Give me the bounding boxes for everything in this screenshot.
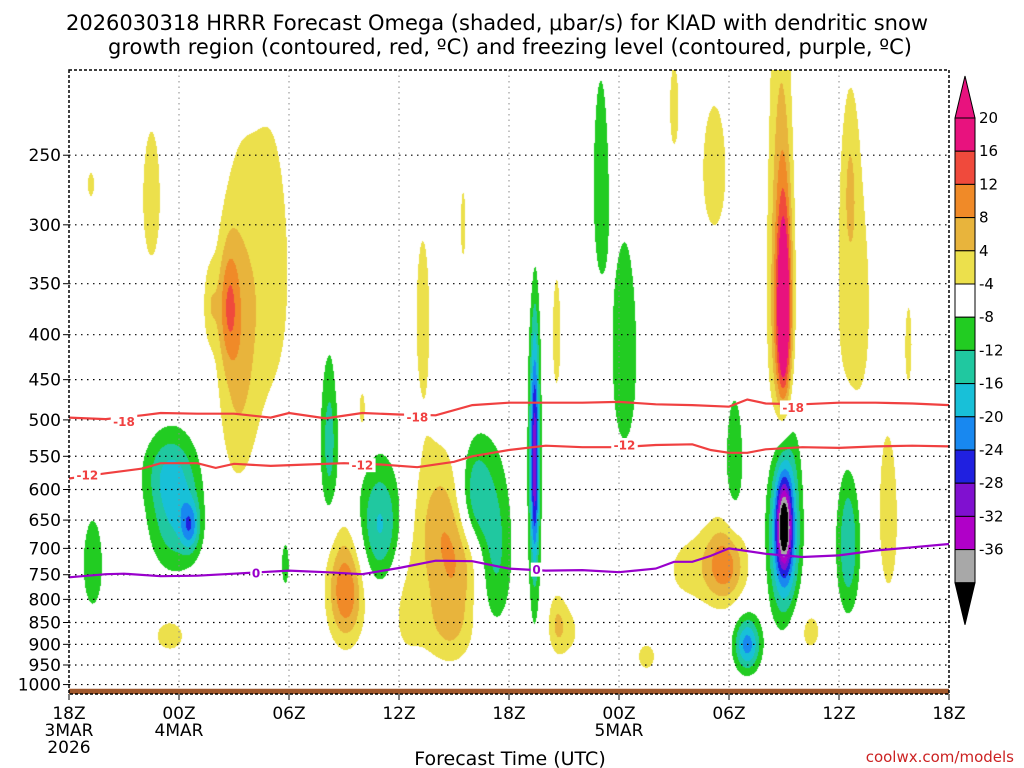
colorbar-swatch xyxy=(954,183,976,219)
colorbar-tick-label: 4 xyxy=(979,242,989,260)
dgz-minus-18-label: -18 xyxy=(406,410,428,424)
colorbar-tick-label: -16 xyxy=(979,375,1004,393)
x-tick-label: 06Z xyxy=(272,704,305,724)
colorbar-swatch xyxy=(954,449,976,484)
x-tick-label: 18Z xyxy=(52,704,85,724)
freezing-level-0-label-bg xyxy=(250,566,262,581)
dgz-minus-12-line xyxy=(69,443,949,480)
y-tick-label: 800 xyxy=(29,590,61,610)
colorbar-tick-label: -8 xyxy=(979,308,994,326)
colorbar-tick-label: 8 xyxy=(979,209,989,227)
x-tick-label: 4MAR xyxy=(155,721,204,741)
colorbar-tick-label: -12 xyxy=(979,341,1004,359)
colorbar-tick-label: -36 xyxy=(979,541,1004,559)
x-tick-label: 12Z xyxy=(382,704,415,724)
credit-text: coolwx.com/models xyxy=(866,748,1014,766)
colorbar-tick-label: 20 xyxy=(979,109,998,127)
dgz-minus-12-label-bg xyxy=(74,468,101,483)
y-tick-label: 900 xyxy=(29,635,61,655)
dgz-minus-18-label-bg xyxy=(779,400,807,415)
colorbar-swatch xyxy=(954,150,976,185)
dgz-minus-12-label-bg xyxy=(349,458,376,473)
colorbar-tick-label: -28 xyxy=(979,474,1004,492)
x-tick-label: 3MAR xyxy=(45,721,94,741)
colorbar-tick-label: -32 xyxy=(979,507,1004,525)
colorbar-swatch xyxy=(954,316,976,351)
x-tick-label: 18Z xyxy=(492,704,525,724)
y-tick-label: 350 xyxy=(29,275,61,295)
x-tick-label: 00Z xyxy=(162,704,195,724)
colorbar-swatch xyxy=(954,117,976,152)
colorbar-top-arrow xyxy=(954,75,976,119)
colorbar-swatch xyxy=(954,217,976,252)
gridlines xyxy=(69,70,949,694)
y-tick-label: 500 xyxy=(29,411,61,431)
dgz-minus-18-label-bg xyxy=(110,414,138,429)
y-tick-label: 450 xyxy=(29,371,61,391)
x-tick-label: 00Z xyxy=(602,704,635,724)
y-tick-label: 250 xyxy=(29,146,61,166)
colorbar-tick-label: 16 xyxy=(979,142,998,160)
x-tick-label: 5MAR xyxy=(595,721,644,741)
chart-title-line-1: 2026030318 HRRR Forecast Omega (shaded, … xyxy=(66,11,928,35)
colorbar-tick-label: 12 xyxy=(979,175,998,193)
contours: -18 -18 -18 -12 -12 -12 0 0 xyxy=(69,398,949,581)
colorbar-swatch xyxy=(954,416,976,451)
colorbar-swatch xyxy=(954,515,976,551)
y-tick-label: 400 xyxy=(29,326,61,346)
y-tick-label: 550 xyxy=(29,447,61,467)
freezing-level-0-label-bg xyxy=(530,562,543,577)
y-tick-label: 650 xyxy=(29,511,61,531)
colorbar-swatch xyxy=(954,349,976,385)
colorbar-tick-label: -20 xyxy=(979,408,1004,426)
dgz-minus-12-label: -12 xyxy=(614,439,636,453)
colorbar: 20 16 12 8 4 -4 -8 -12 -16 -20 -24 -28 -32 -36 xyxy=(954,75,1004,625)
y-tick-label: 750 xyxy=(29,566,61,586)
freezing-level-0-label: 0 xyxy=(532,563,540,577)
chart-title-line-2: growth region (contoured, red, ºC) and f… xyxy=(108,35,912,59)
x-tick-label: 06Z xyxy=(712,704,745,724)
y-tick-label: 850 xyxy=(29,614,61,634)
colorbar-swatch xyxy=(954,283,976,318)
dgz-minus-12-label: -12 xyxy=(351,459,373,473)
plot-frame xyxy=(68,69,950,695)
dgz-minus-12-label: -12 xyxy=(76,469,98,483)
colorbar-swatch xyxy=(954,383,976,418)
dgz-minus-18-label: -18 xyxy=(782,401,804,415)
colorbar-swatch xyxy=(954,549,976,584)
y-tick-label: 700 xyxy=(29,539,61,559)
colorbar-tick-label: -24 xyxy=(979,441,1004,459)
colorbar-bottom-arrow xyxy=(954,582,976,625)
dgz-minus-18-label: -18 xyxy=(113,415,135,429)
colorbar-swatch xyxy=(954,250,976,285)
dgz-minus-18-label-bg xyxy=(404,409,431,424)
x-tick-label: 18Z xyxy=(932,704,965,724)
x-tick-label: 12Z xyxy=(822,704,855,724)
dgz-minus-12-label-bg xyxy=(611,438,638,453)
freezing-level-0-label: 0 xyxy=(252,567,260,581)
colorbar-swatch xyxy=(954,482,976,517)
y-tick-label: 950 xyxy=(29,656,61,676)
y-tick-label: 600 xyxy=(29,481,61,501)
omega-shading xyxy=(69,70,949,694)
x-tick-label: 2026 xyxy=(47,738,90,758)
terrain-ground xyxy=(69,688,949,694)
y-axis-ticks: 2503003504004505005506006507007508008509… xyxy=(18,146,69,696)
freezing-level-0-line xyxy=(69,542,949,579)
x-axis-label: Forecast Time (UTC) xyxy=(414,748,605,768)
colorbar-tick-label: -4 xyxy=(979,275,994,293)
y-tick-label: 1000 xyxy=(18,676,61,696)
y-tick-label: 300 xyxy=(29,216,61,236)
